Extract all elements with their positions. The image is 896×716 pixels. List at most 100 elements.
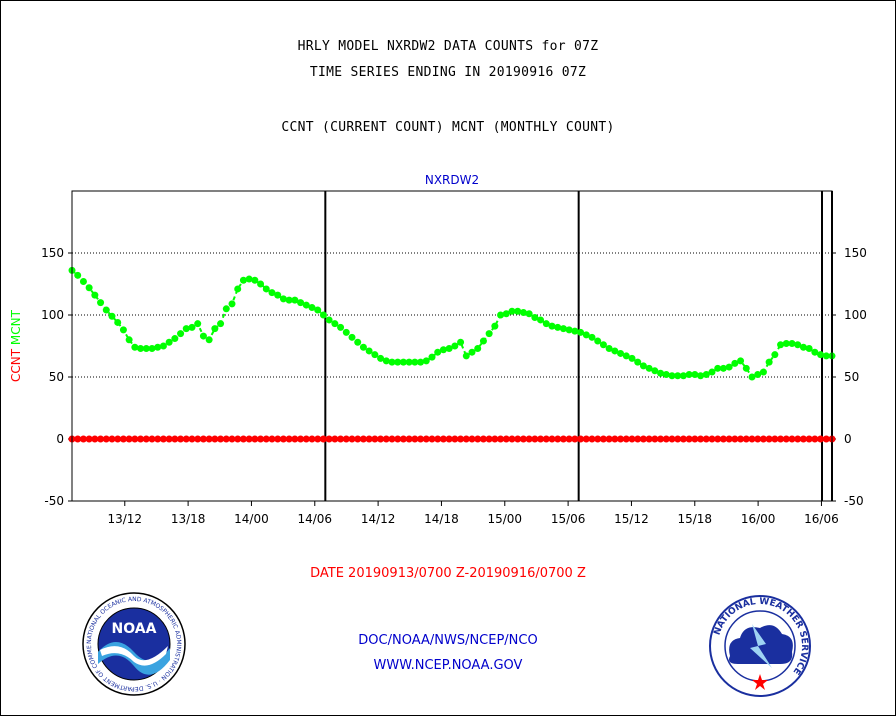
data-point-mcnt <box>285 296 293 304</box>
data-point-ccnt <box>177 435 185 443</box>
data-point-ccnt <box>468 435 476 443</box>
data-point-mcnt <box>497 311 505 319</box>
series-line-mcnt <box>71 269 832 379</box>
data-point-ccnt <box>314 435 322 443</box>
data-point-mcnt <box>405 358 413 366</box>
data-point-mcnt <box>222 305 230 313</box>
data-point-mcnt <box>702 371 710 379</box>
data-point-ccnt <box>605 435 613 443</box>
data-point-mcnt <box>422 357 430 365</box>
nws-logo: NATIONAL WEATHER SERVICE <box>709 595 811 697</box>
data-point-mcnt <box>451 342 459 350</box>
data-point-mcnt <box>799 343 807 351</box>
data-point-ccnt <box>268 435 276 443</box>
data-point-mcnt <box>742 364 750 372</box>
data-point-ccnt <box>302 435 310 443</box>
data-point-mcnt <box>811 348 819 356</box>
data-point-mcnt <box>662 371 670 379</box>
data-point-mcnt <box>628 354 636 362</box>
data-point-mcnt <box>205 336 213 344</box>
data-point-mcnt <box>748 373 756 381</box>
data-point-mcnt <box>154 343 162 351</box>
x-axis-ticks: 13/12 13/18 14/00 14/06 14/12 14/18 15/00 15/06… <box>107 501 839 526</box>
x-tick-label: 15/12 <box>614 512 649 526</box>
data-point-ccnt <box>485 435 493 443</box>
data-point-ccnt <box>462 435 470 443</box>
data-point-mcnt <box>302 301 310 309</box>
data-point-mcnt <box>725 363 733 371</box>
data-point-ccnt <box>377 435 385 443</box>
data-point-ccnt <box>799 435 807 443</box>
data-point-ccnt <box>257 435 265 443</box>
y-tick-label-left: 100 <box>41 308 64 322</box>
data-point-mcnt <box>782 340 790 348</box>
data-point-mcnt <box>359 343 367 351</box>
data-point-ccnt <box>571 435 579 443</box>
data-point-ccnt <box>217 435 225 443</box>
data-point-mcnt <box>79 278 87 286</box>
data-point-ccnt <box>657 435 665 443</box>
data-point-mcnt <box>685 371 693 379</box>
data-point-ccnt <box>748 435 756 443</box>
data-point-mcnt <box>119 326 127 334</box>
data-point-ccnt <box>594 435 602 443</box>
data-point-ccnt <box>439 435 447 443</box>
data-point-ccnt <box>417 435 425 443</box>
data-point-mcnt <box>194 320 202 328</box>
data-point-mcnt <box>817 351 825 359</box>
data-point-ccnt <box>228 435 236 443</box>
data-point-ccnt <box>148 435 156 443</box>
data-point-mcnt <box>74 271 82 279</box>
data-point-ccnt <box>514 435 522 443</box>
data-point-mcnt <box>719 364 727 372</box>
data-point-ccnt <box>519 435 527 443</box>
data-point-ccnt <box>554 435 562 443</box>
data-point-mcnt <box>645 364 653 372</box>
data-point-ccnt <box>405 435 413 443</box>
data-point-mcnt <box>188 323 196 331</box>
data-point-ccnt <box>125 435 133 443</box>
data-point-ccnt <box>211 435 219 443</box>
data-point-mcnt <box>137 344 145 352</box>
y-tick-label-right: 50 <box>844 370 859 384</box>
data-point-mcnt <box>319 311 327 319</box>
data-point-ccnt <box>154 435 162 443</box>
data-point-mcnt <box>679 372 687 380</box>
data-point-ccnt <box>548 435 556 443</box>
data-point-mcnt <box>348 333 356 341</box>
data-point-mcnt <box>445 344 453 352</box>
chart-header-line-1: HRLY MODEL NXRDW2 DATA COUNTS for 07Z <box>297 39 599 54</box>
data-point-mcnt <box>165 338 173 346</box>
data-point-ccnt <box>731 435 739 443</box>
data-point-ccnt <box>411 435 419 443</box>
data-point-ccnt <box>331 435 339 443</box>
website-link[interactable]: WWW.NCEP.NOAA.GOV <box>373 658 523 673</box>
data-point-ccnt <box>399 435 407 443</box>
data-point-mcnt <box>657 369 665 377</box>
data-point-ccnt <box>388 435 396 443</box>
data-point-mcnt <box>537 316 545 324</box>
data-point-mcnt <box>102 306 110 314</box>
data-point-mcnt <box>211 325 219 333</box>
data-point-ccnt <box>291 435 299 443</box>
data-point-ccnt <box>245 435 253 443</box>
y-axis-label: CCNT MCNT <box>9 309 23 382</box>
data-point-ccnt <box>662 435 670 443</box>
data-point-mcnt <box>519 309 527 317</box>
data-point-ccnt <box>354 435 362 443</box>
data-point-mcnt <box>274 291 282 299</box>
data-point-mcnt <box>131 343 139 351</box>
data-point-ccnt <box>639 435 647 443</box>
data-point-ccnt <box>497 435 505 443</box>
data-point-mcnt <box>279 295 287 303</box>
data-point-mcnt <box>508 307 516 315</box>
data-point-ccnt <box>702 435 710 443</box>
data-point-ccnt <box>422 435 430 443</box>
data-point-mcnt <box>457 338 465 346</box>
data-point-ccnt <box>628 435 636 443</box>
data-point-mcnt <box>108 312 116 320</box>
data-point-mcnt <box>199 332 207 340</box>
data-point-mcnt <box>148 344 156 352</box>
data-point-ccnt <box>165 435 173 443</box>
data-point-mcnt <box>474 344 482 352</box>
